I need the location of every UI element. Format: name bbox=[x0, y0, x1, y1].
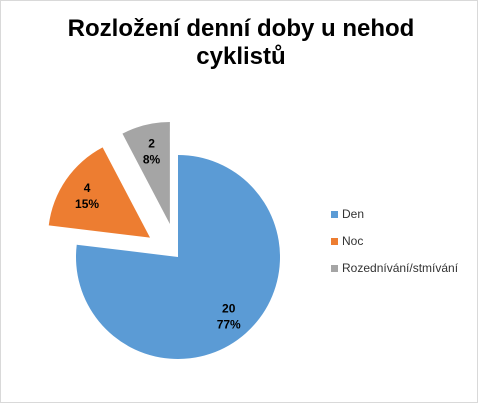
chart-title: Rozložení denní doby u nehod cyklistů bbox=[41, 15, 441, 71]
legend-swatch-noc bbox=[331, 237, 338, 245]
legend-item-noc: Noc bbox=[331, 232, 458, 250]
legend-swatch-rozednivani bbox=[331, 264, 338, 272]
slice-percent-label-noc: 15% bbox=[75, 197, 99, 211]
legend-label-den: Den bbox=[342, 207, 365, 221]
chart-title-line-1: Rozložení denní doby u nehod bbox=[67, 15, 415, 42]
legend-label-noc: Noc bbox=[342, 234, 364, 248]
legend-label-rozednivani: Rozednívání/stmívání bbox=[342, 261, 459, 275]
pie-slice-noc bbox=[48, 147, 151, 238]
chart-legend: Den Noc Rozednívání/stmívání bbox=[331, 205, 458, 286]
slice-value-label-noc: 4 bbox=[84, 181, 91, 195]
legend-swatch-den bbox=[331, 210, 338, 218]
chart-title-line-2: cyklistů bbox=[196, 43, 286, 70]
slice-value-label-rozednivani: 2 bbox=[148, 137, 155, 151]
pie-slice-rozednivani bbox=[122, 121, 170, 224]
legend-item-den: Den bbox=[331, 205, 458, 223]
slice-value-label-den: 20 bbox=[222, 301, 236, 315]
pie-slice-den bbox=[76, 155, 280, 359]
slice-percent-label-den: 77% bbox=[217, 317, 241, 331]
slice-percent-label-rozednivani: 8% bbox=[143, 153, 161, 167]
legend-item-rozednivani: Rozednívání/stmívání bbox=[331, 259, 458, 277]
